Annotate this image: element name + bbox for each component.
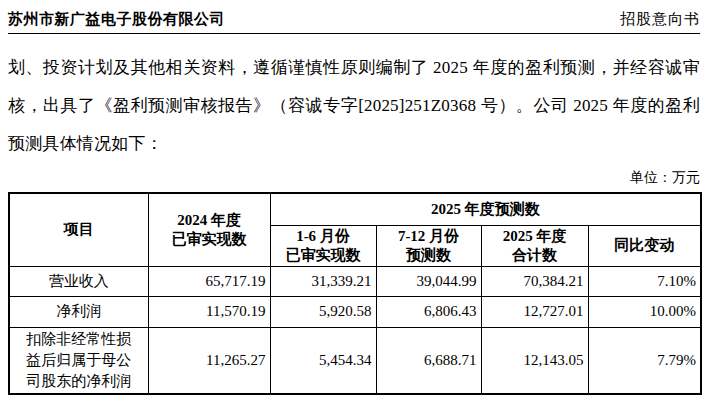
header-2025-total: 2025 年度 合计数: [481, 225, 588, 266]
table-row-revenue: 营业收入 65,717.19 31,339.21 39,044.99 70,38…: [9, 266, 701, 296]
header-h1-actual: 1-6 月份 已审实现数: [270, 225, 376, 266]
company-name: 苏州市新广益电子股份有限公司: [8, 9, 225, 29]
value-yoy: 7.10%: [588, 266, 701, 296]
value-yoy: 7.79%: [588, 327, 701, 394]
value-h2-2025: 6,688.71: [376, 327, 481, 394]
value-2025-total: 12,727.01: [481, 296, 588, 327]
doc-type-label: 招股意向书: [620, 9, 700, 29]
header-2024-actual: 2024 年度 已审实现数: [148, 193, 270, 266]
document-page: 苏州市新广益电子股份有限公司 招股意向书 划、投资计划及其他相关资料，遵循谨慎性…: [0, 0, 708, 395]
value-yoy: 10.00%: [588, 296, 701, 327]
header-item: 项目: [9, 193, 148, 266]
intro-paragraph: 划、投资计划及其他相关资料，遵循谨慎性原则编制了 2025 年度的盈利预测，并经…: [8, 49, 700, 163]
item-cell: 营业收入: [9, 266, 148, 296]
profit-forecast-table: 项目 2024 年度 已审实现数 2025 年度预测数 1-6 月份 已审实现数…: [8, 192, 702, 395]
header-2025-forecast-group: 2025 年度预测数: [270, 193, 701, 225]
value-2025-total: 12,143.05: [481, 327, 588, 394]
unit-label: 单位：万元: [8, 169, 700, 187]
page-header: 苏州市新广益电子股份有限公司 招股意向书: [8, 0, 700, 34]
value-2024-actual: 11,265.27: [148, 327, 270, 394]
table-row-deducted-net-profit: 扣除非经常性损 益后归属于母公 司股东的净利润 11,265.27 5,454.…: [9, 327, 701, 394]
value-h2-2025: 39,044.99: [376, 266, 481, 296]
value-2025-total: 70,384.21: [481, 266, 588, 296]
value-h1-2025: 31,339.21: [270, 266, 376, 296]
table-row-net-profit: 净利润 11,570.19 5,920.58 6,806.43 12,727.0…: [9, 296, 701, 327]
value-h1-2025: 5,454.34: [270, 327, 376, 394]
value-h2-2025: 6,806.43: [376, 296, 481, 327]
table-header-row-group: 项目 2024 年度 已审实现数 2025 年度预测数: [9, 193, 701, 225]
item-cell: 扣除非经常性损 益后归属于母公 司股东的净利润: [9, 327, 148, 394]
value-h1-2025: 5,920.58: [270, 296, 376, 327]
header-yoy: 同比变动: [588, 225, 701, 266]
item-cell: 净利润: [9, 296, 148, 327]
header-h2-forecast: 7-12 月份 预测数: [376, 225, 481, 266]
value-2024-actual: 65,717.19: [148, 266, 270, 296]
value-2024-actual: 11,570.19: [148, 296, 270, 327]
